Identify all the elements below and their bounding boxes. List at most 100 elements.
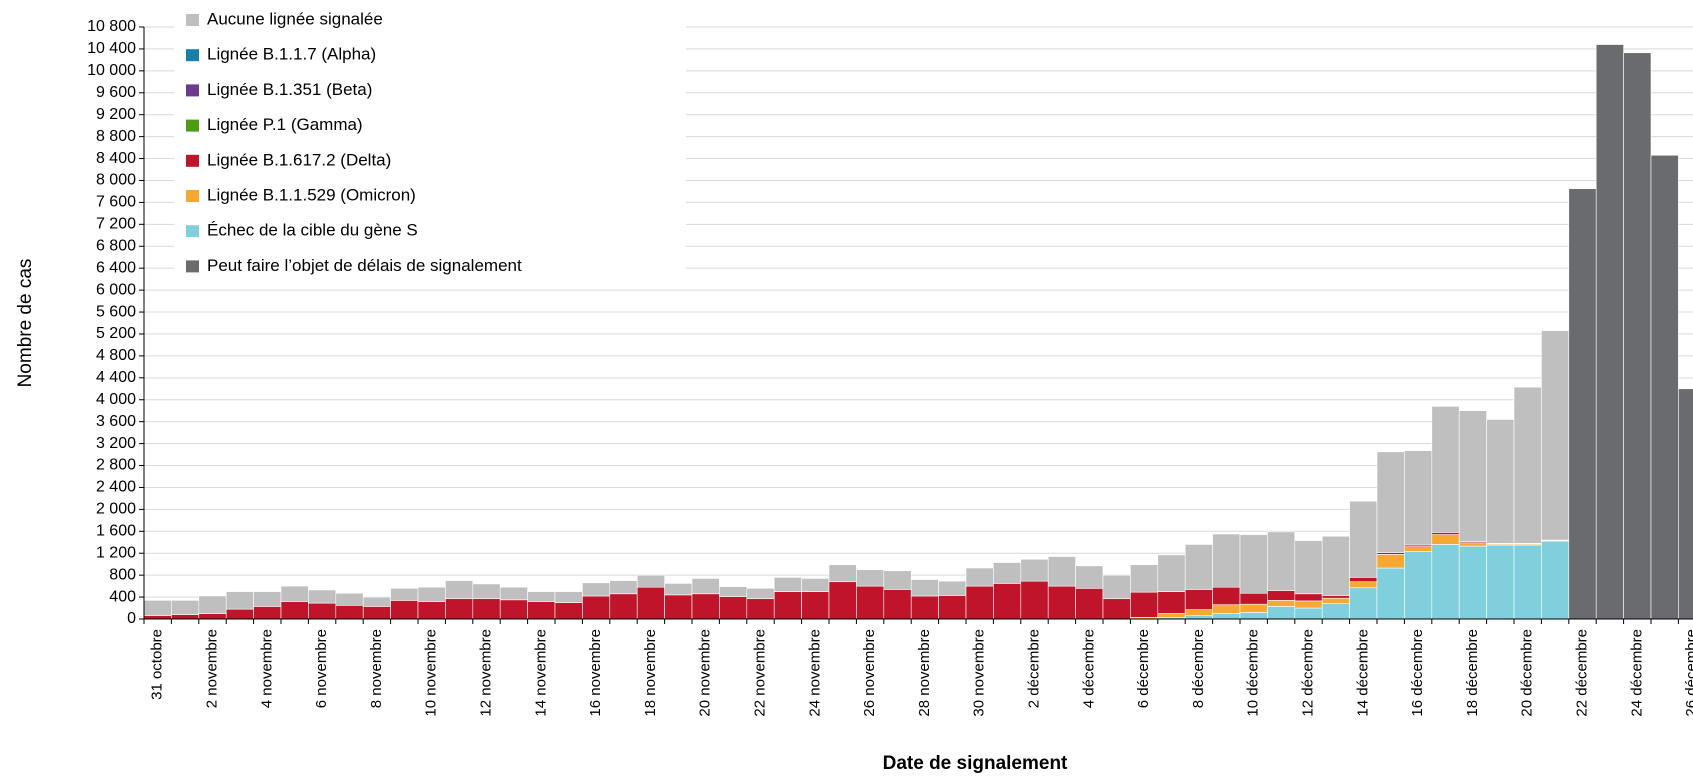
bar-segment (1458, 542, 1487, 547)
bar-segment (1294, 607, 1323, 620)
bar-segment (828, 564, 857, 583)
bar-segment (1294, 593, 1323, 602)
legend-label: Lignée B.1.1.7 (Alpha) (207, 45, 376, 64)
x-tick-label: 6 novembre (313, 629, 330, 708)
x-tick-label: 24 décembre (1628, 629, 1645, 717)
y-tick-label: 3 200 (96, 435, 136, 452)
bar-segment (171, 614, 200, 620)
bar-segment (1349, 587, 1378, 620)
x-tick-label: 4 novembre (258, 629, 275, 708)
y-tick-label: 6 800 (96, 237, 136, 254)
x-tick-label: 16 décembre (1409, 629, 1426, 717)
x-tick-label: 16 novembre (587, 629, 604, 717)
legend-swatch (186, 14, 199, 26)
bar-segment (527, 591, 556, 602)
legend-label: Lignée B.1.1.529 (Omicron) (207, 185, 416, 204)
bar-segment (1541, 540, 1570, 620)
x-tick-label: 22 décembre (1573, 629, 1590, 717)
y-tick-label: 2 800 (96, 457, 136, 474)
bar-segment (1349, 500, 1378, 578)
bar-segment (390, 600, 419, 620)
bar-segment (883, 570, 912, 590)
y-tick-label: 10 400 (87, 40, 136, 57)
x-tick-label: 20 novembre (697, 629, 714, 717)
y-tick-label: 6 400 (96, 259, 136, 276)
legend-label: Échec de la cible du gène S (207, 221, 418, 240)
legend-label: Peut faire l’objet de délais de signalem… (207, 256, 522, 275)
bar-segment (225, 591, 254, 610)
bar-segment (1157, 554, 1186, 592)
bar-segment (801, 591, 830, 620)
x-tick-label: 10 novembre (423, 629, 440, 717)
bar-segment (472, 598, 501, 620)
x-tick-label: 8 décembre (1190, 629, 1207, 708)
x-tick-label: 8 novembre (368, 629, 385, 708)
bar-segment (1623, 52, 1652, 620)
bar-segment (1376, 451, 1405, 553)
bar-segment (1294, 600, 1323, 609)
bar-segment (1486, 419, 1515, 544)
bar-segment (664, 594, 693, 620)
bar-segment (1294, 540, 1323, 595)
bar-segment (1239, 612, 1268, 620)
y-tick-label: 6 000 (96, 281, 136, 298)
y-axis-title: Nombre de cas (15, 259, 36, 388)
bar-segment (1075, 588, 1104, 620)
bar-segment (910, 579, 939, 597)
bar-segment (171, 600, 200, 615)
x-tick-label: 24 novembre (806, 629, 823, 717)
legend-label: Lignée B.1.351 (Beta) (207, 80, 372, 99)
bar-segment (1130, 591, 1159, 618)
x-tick-label: 26 novembre (861, 629, 878, 717)
bar-segment (1376, 567, 1405, 620)
bar-segment (1075, 565, 1104, 589)
bar-segment (636, 586, 665, 620)
bar-segment (1047, 585, 1076, 620)
bar-segment (883, 589, 912, 620)
bar-segment (417, 601, 446, 620)
bar-segment (527, 601, 556, 620)
x-tick-label: 26 décembre (1683, 629, 1693, 717)
bar-segment (1212, 586, 1241, 606)
legend-label: Aucune lignée signalée (207, 9, 383, 28)
bar-segment (1267, 606, 1296, 620)
bar-segment (1404, 450, 1433, 546)
legend-label: Lignée B.1.617.2 (Delta) (207, 150, 391, 169)
bar-segment (993, 562, 1022, 584)
bar-segment (1047, 556, 1076, 587)
bar-segment (1431, 532, 1460, 535)
y-tick-label: 0 (127, 610, 136, 627)
y-tick-label: 8 800 (96, 128, 136, 145)
bar-segment (1376, 554, 1405, 569)
bar-segment (1212, 533, 1241, 588)
bar-segment (1513, 544, 1542, 620)
bar-segment (390, 588, 419, 601)
bar-segment (1321, 603, 1350, 620)
legend-swatch (186, 154, 199, 167)
y-tick-label: 1 200 (96, 544, 136, 561)
y-tick-label: 7 200 (96, 216, 136, 233)
bar-segment (445, 598, 474, 620)
bar-segment (828, 581, 857, 620)
bar-segment (1321, 597, 1350, 604)
bar-segment (938, 595, 967, 620)
bar-segment (1431, 534, 1460, 545)
bar-segment (472, 583, 501, 600)
legend-swatch (186, 49, 199, 62)
bar-segment (1678, 388, 1693, 620)
bar-segment (554, 602, 583, 620)
bar-segment (1102, 574, 1131, 600)
y-tick-label: 1 600 (96, 523, 136, 540)
bar-segment (225, 608, 254, 620)
bar-segment (1650, 154, 1679, 620)
bar-segment (335, 604, 364, 620)
x-tick-label: 30 novembre (971, 629, 988, 717)
y-tick-label: 800 (109, 566, 136, 583)
bar-segment (1458, 410, 1487, 543)
x-tick-label: 14 novembre (532, 629, 549, 717)
bar-segment (1321, 595, 1350, 599)
bar-segment (1157, 613, 1186, 618)
legend-swatch (186, 225, 199, 238)
bar-segment (1431, 406, 1460, 533)
bar-segment (719, 586, 748, 597)
